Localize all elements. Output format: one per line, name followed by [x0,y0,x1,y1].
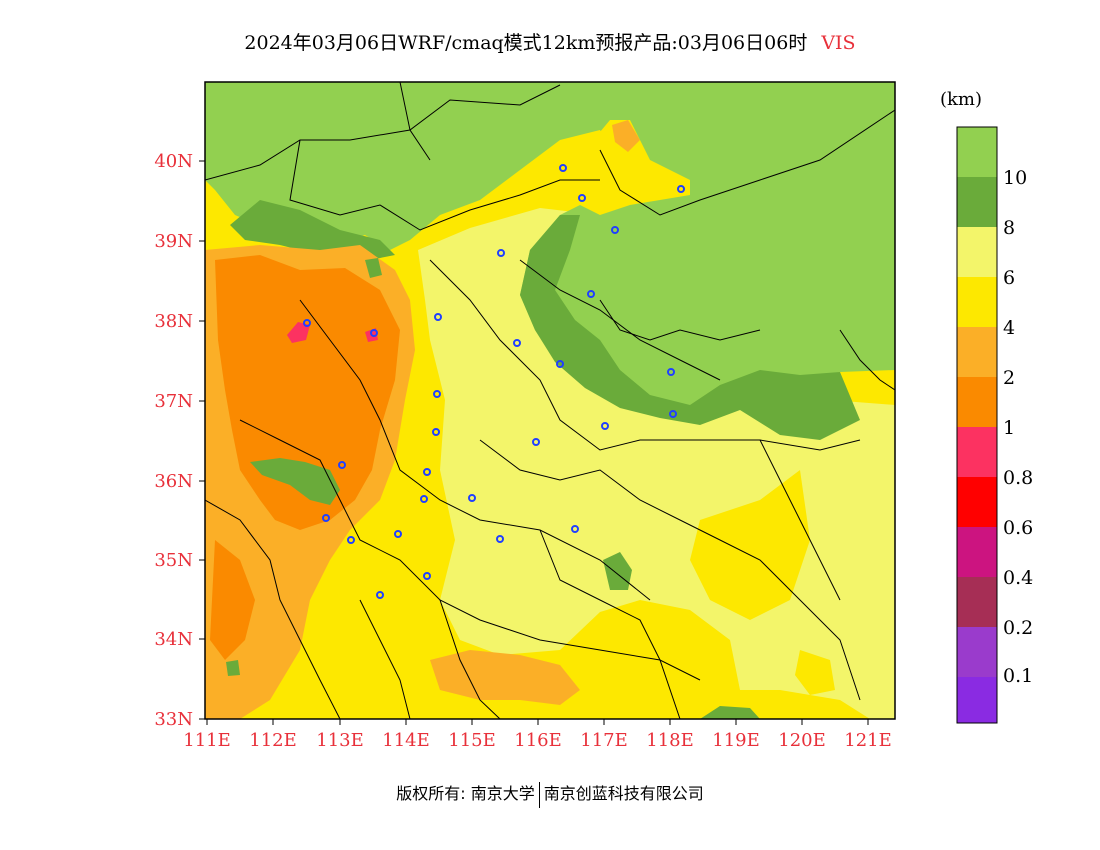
copyright-separator [538,781,540,808]
vis-8-10-patch-2 [603,552,632,590]
copyright-right: 南京创蓝科技有限公司 [543,784,704,803]
boundary-lines [205,82,895,719]
lon-tick-marks [206,719,869,725]
title-variable: VIS [821,32,856,54]
vis-above-10-patch-1 [250,458,340,505]
chart-title: 2024年03月06日WRF/cmaq模式12km预报产品:03月06日06时 V… [0,28,1100,55]
lon-label-119E: 119E [712,730,760,751]
colorbar-swatch-above-10 [957,127,997,177]
lat-label-37N: 37N [154,391,193,412]
lat-label-38N: 38N [154,311,193,332]
visibility-field [205,82,895,719]
vis-8-10-fringe [520,215,860,440]
colorbar-label-1: 1 [1003,417,1016,439]
colorbar-label-10: 10 [1003,167,1028,189]
vis-4-6-se-patch [795,650,835,695]
vis-0.8-1-spot-1 [287,322,310,343]
vis-4-6-east-patch [690,470,810,620]
colorbar-swatch-2-4 [957,327,997,377]
colorbar-label-0.2: 0.2 [1003,617,1034,639]
station-markers [303,164,685,599]
colorbar-label-0.6: 0.6 [1003,517,1034,539]
lon-label-120E: 120E [778,730,826,751]
colorbar-swatch-below-0.1 [957,677,997,723]
lon-label-116E: 116E [514,730,562,751]
colorbar-swatch-1-2 [957,377,997,427]
colorbar-label-2: 2 [1003,367,1016,389]
colorbar-label-4: 4 [1003,317,1016,339]
lat-label-36N: 36N [154,471,193,492]
lon-label-112E: 112E [249,730,297,751]
colorbar-label-0.8: 0.8 [1003,467,1034,489]
copyright-footer: 版权所有: 南京大学 南京创蓝科技有限公司 [0,780,1100,808]
colorbar-unit: (km) [940,89,983,110]
colorbar-swatch-8-10 [957,177,997,227]
colorbar-swatch-0.8-1 [957,427,997,477]
copyright-left: 版权所有: 南京大学 [396,784,535,803]
vis-1-2-sw [210,540,255,660]
colorbar-swatch-6-8 [957,227,997,277]
lon-label-114E: 114E [382,730,430,751]
colorbar-label-0.4: 0.4 [1003,567,1034,589]
colorbar-swatch-0.6-0.8 [957,477,997,527]
colorbar [956,126,998,724]
lon-label-117E: 117E [580,730,628,751]
colorbar-label-8: 8 [1003,217,1016,239]
lat-label-40N: 40N [154,151,193,172]
vis-8-10-patch-4 [226,660,240,676]
lat-label-35N: 35N [154,550,193,571]
lat-label-39N: 39N [154,231,193,252]
title-main: 2024年03月06日WRF/cmaq模式12km预报产品:03月06日06时 [244,32,808,54]
lon-label-111E: 111E [183,730,231,751]
vis-6-8-south-patch [700,706,760,719]
lat-label-34N: 34N [154,629,193,650]
lon-label-115E: 115E [448,730,496,751]
lon-label-113E: 113E [316,730,364,751]
colorbar-label-6: 6 [1003,267,1016,289]
vis-2-4-north-spot [612,120,640,152]
vis-2-4-south [430,650,580,705]
colorbar-swatch-0.4-0.6 [957,527,997,577]
lat-tick-marks [199,160,205,720]
vis-4-6-north-tongue [580,120,690,215]
colorbar-swatch-0.1-0.2 [957,627,997,677]
colorbar-swatch-0.2-0.4 [957,577,997,627]
lat-label-33N: 33N [154,709,193,730]
lon-label-118E: 118E [646,730,694,751]
vis-8-10-patch-3 [365,258,382,278]
colorbar-swatch-4-6 [957,277,997,327]
lon-label-121E: 121E [844,730,892,751]
colorbar-label-0.1: 0.1 [1003,665,1034,687]
